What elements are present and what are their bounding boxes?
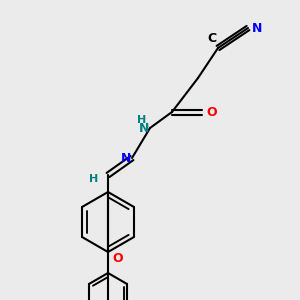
Text: H: H [89,174,98,184]
Text: N: N [252,22,262,34]
Text: C: C [207,32,216,45]
Text: N: N [121,152,131,164]
Text: O: O [112,251,123,265]
Text: H: H [137,115,147,125]
Text: N: N [139,122,149,134]
Text: O: O [206,106,217,118]
